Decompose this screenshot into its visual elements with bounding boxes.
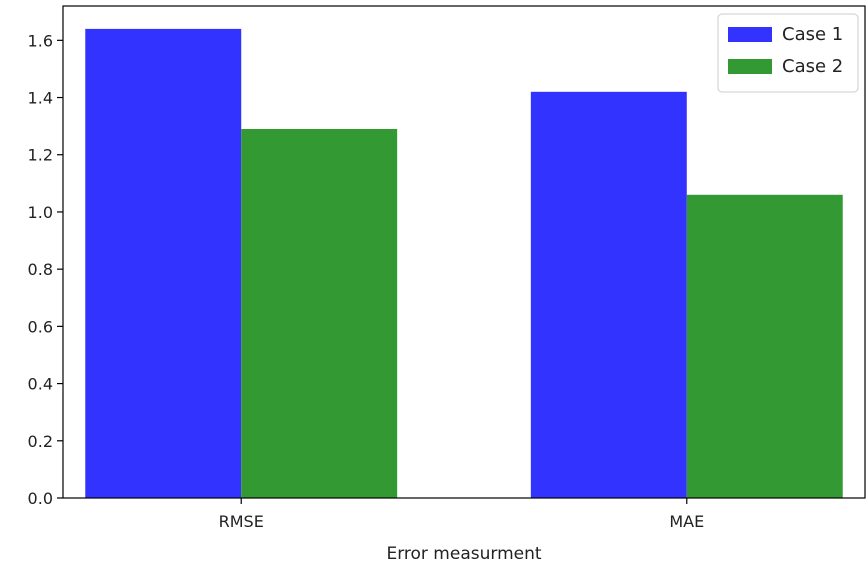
bars-layer bbox=[85, 28, 843, 498]
bar-case-2-rmse bbox=[241, 129, 398, 498]
y-tick-label: 0.4 bbox=[28, 375, 53, 394]
legend-swatch bbox=[728, 27, 772, 42]
y-tick-label: 1.4 bbox=[28, 89, 53, 108]
plot-area-frame bbox=[62, 5, 866, 499]
y-tick-label: 0.8 bbox=[28, 260, 53, 279]
x-axis: RMSE MAE bbox=[219, 498, 704, 531]
bar-case-1-rmse bbox=[85, 28, 242, 498]
x-tick-label: RMSE bbox=[219, 512, 264, 531]
bar-case-1-mae bbox=[530, 91, 687, 498]
bar-case-2-mae bbox=[686, 194, 843, 498]
y-tick-label: 1.2 bbox=[28, 146, 53, 165]
y-tick-label: 1.6 bbox=[28, 31, 53, 50]
legend-entry-label: Case 1 bbox=[782, 24, 843, 45]
legend-swatch bbox=[728, 59, 772, 74]
legend: Case 1 Case 2 bbox=[717, 13, 859, 93]
x-axis-label: Error measurment bbox=[386, 544, 541, 564]
x-tick-label: MAE bbox=[669, 512, 704, 531]
legend-entry-label: Case 2 bbox=[782, 56, 843, 77]
y-tick-label: 1.0 bbox=[28, 203, 53, 222]
y-axis: 0.0 0.2 0.4 0.6 0.8 1.0 1.2 1.4 1.6 bbox=[28, 31, 63, 508]
y-tick-label: 0.0 bbox=[28, 489, 53, 508]
y-tick-label: 0.6 bbox=[28, 317, 53, 336]
y-tick-label: 0.2 bbox=[28, 432, 53, 451]
